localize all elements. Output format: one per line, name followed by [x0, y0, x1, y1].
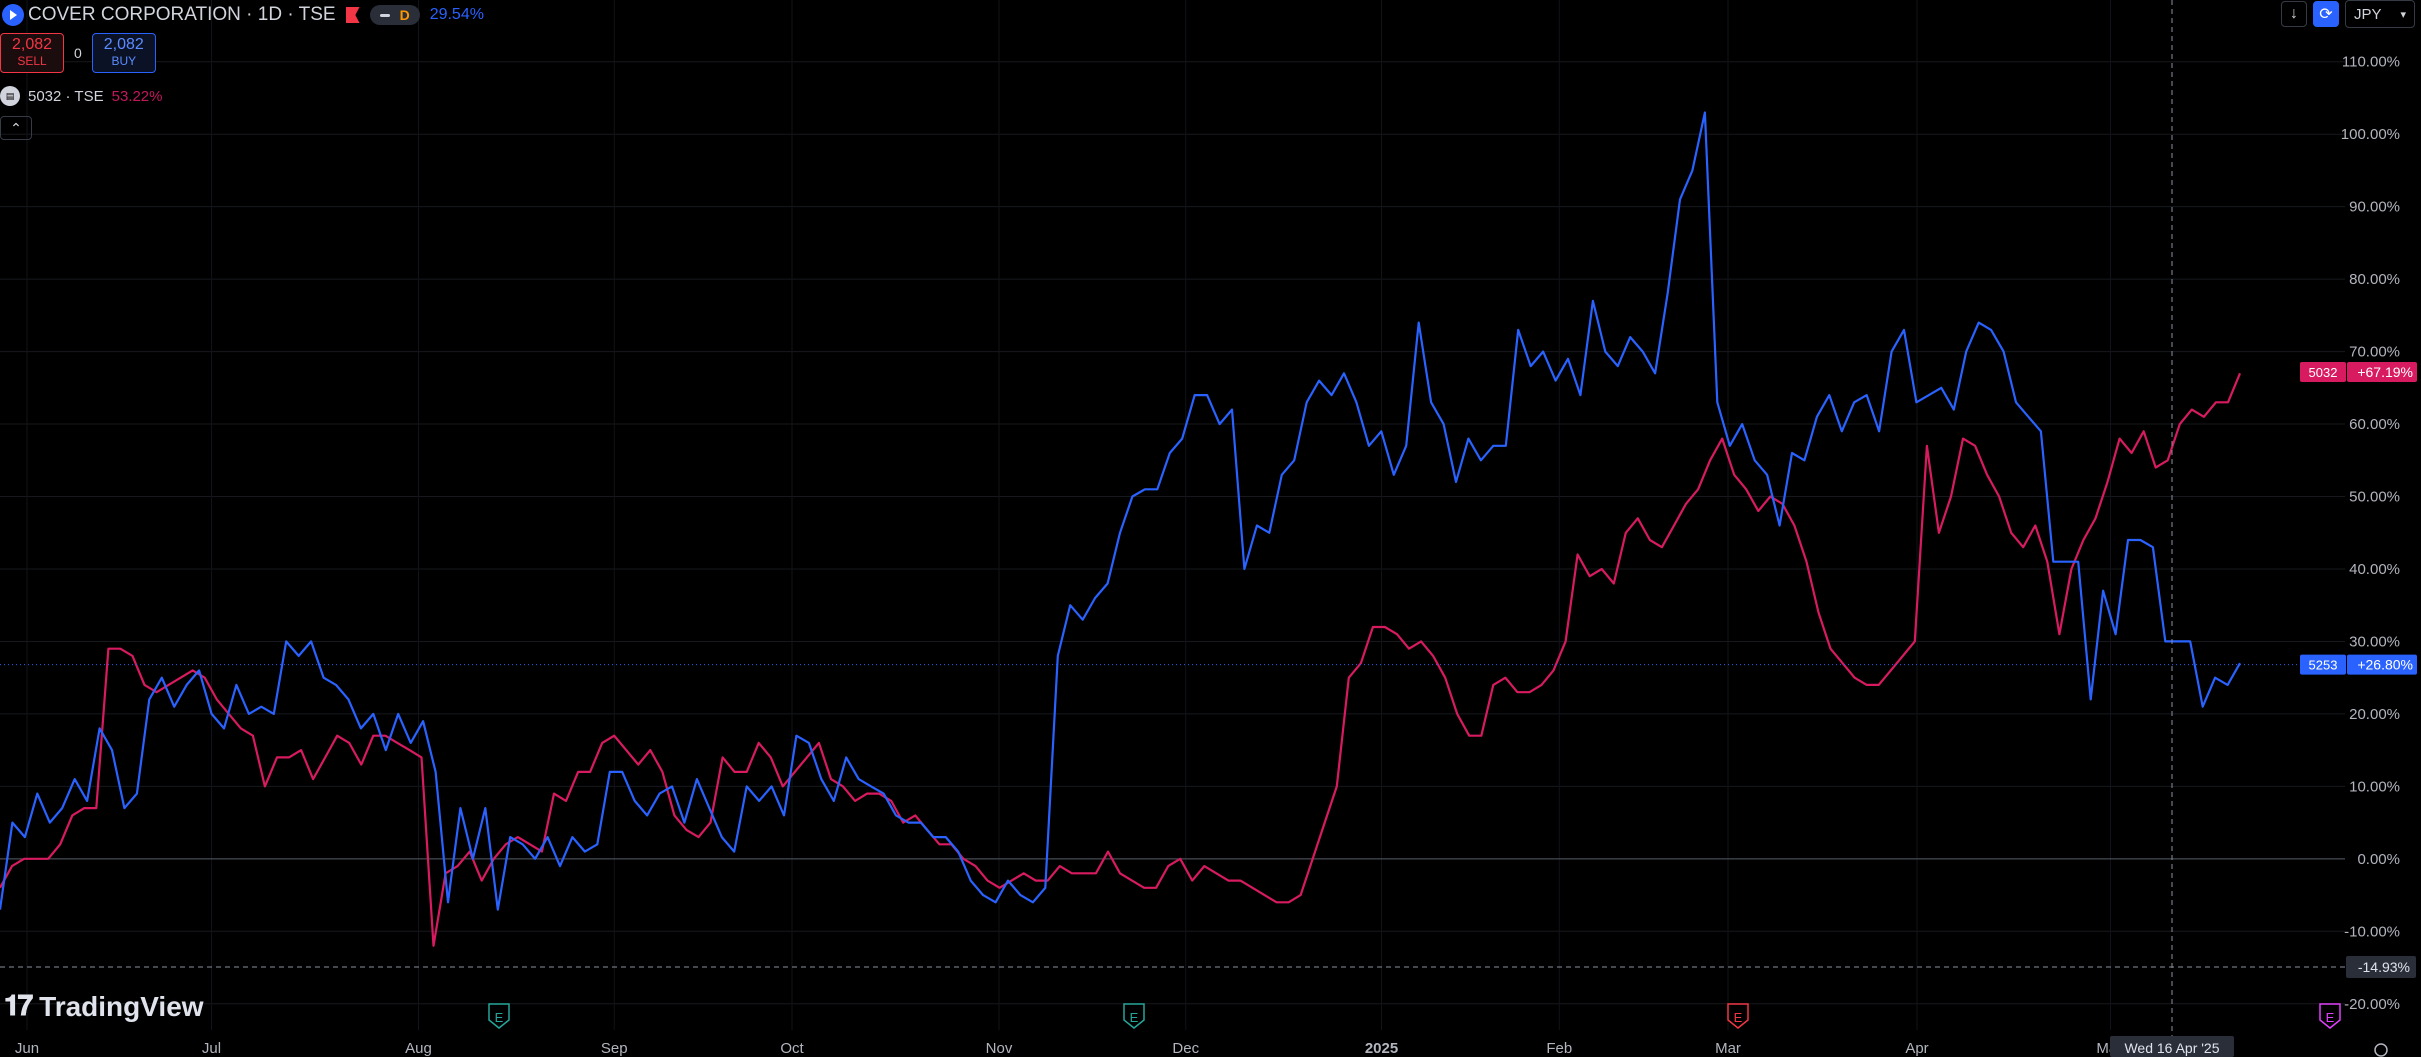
earnings-marker[interactable]: E — [488, 1003, 510, 1029]
x-tick-label: Apr — [1905, 1040, 1928, 1057]
interval-badge: D — [399, 7, 410, 23]
crosshair-value-bg — [2346, 956, 2416, 979]
arrow-down-icon: ↓ — [2290, 5, 2298, 22]
series-layer — [0, 111, 2345, 947]
earnings-marker-shape — [1727, 1003, 1749, 1029]
y-tick-label: -20.00% — [2344, 996, 2400, 1013]
currency-value: JPY — [2354, 5, 2382, 23]
y-tick-label: -10.00% — [2344, 923, 2400, 940]
series-line-5253 — [0, 111, 2241, 911]
interval-pill[interactable]: D — [369, 5, 420, 25]
currency-select[interactable]: JPY ▾ — [2345, 0, 2415, 28]
earnings-marker[interactable]: E — [1123, 1003, 1145, 1029]
earnings-marker-shape — [488, 1003, 510, 1029]
minus-icon — [379, 13, 390, 17]
earnings-marker-label: E — [1130, 1010, 1139, 1025]
y-tick-label: 10.00% — [2349, 778, 2400, 795]
series-tag-value: +67.19% — [2357, 364, 2413, 380]
flag-icon[interactable] — [345, 7, 360, 23]
chevron-down-icon: ▾ — [2400, 8, 2406, 21]
sell-button[interactable]: 2,082 SELL — [0, 33, 64, 73]
compare-legend[interactable]: ▤ 5032 · TSE 53.22% — [0, 86, 162, 106]
sell-price: 2,082 — [11, 36, 53, 53]
x-tick-label: Mar — [1715, 1040, 1741, 1057]
series-tag-5253: 5253 +26.80% — [2300, 654, 2417, 675]
buy-label: BUY — [111, 54, 137, 68]
download-button[interactable]: ↓ — [2281, 1, 2307, 27]
compare-symbol-icon: ▤ — [0, 86, 20, 106]
x-tick-label: Nov — [986, 1040, 1013, 1057]
y-tick-label: 40.00% — [2349, 561, 2400, 578]
series-tag-name-bg — [2300, 361, 2346, 382]
earnings-marker[interactable]: E — [2319, 1003, 2341, 1029]
y-tick-label: 60.00% — [2349, 416, 2400, 433]
y-tick-label: 90.00% — [2349, 199, 2400, 216]
gear-icon[interactable] — [2374, 1043, 2388, 1057]
crosshair-value-label: -14.93% — [2358, 959, 2410, 975]
series-tag-value-bg — [2347, 361, 2417, 382]
series-tag-name: 5253 — [2309, 658, 2338, 673]
y-tick-label: 80.00% — [2349, 271, 2400, 288]
y-tick-label: 50.00% — [2349, 489, 2400, 506]
series-tag-5032: 5032 +67.19% — [2300, 361, 2417, 382]
sync-button[interactable]: ⟳ — [2313, 1, 2339, 27]
y-tick-label: 110.00% — [2342, 54, 2400, 71]
tradingview-logo-icon: 𝟏𝟕 — [4, 990, 33, 1021]
earnings-marker-label: E — [1734, 1010, 1743, 1025]
spread-value: 0 — [74, 45, 82, 61]
x-tick-label: Oct — [780, 1040, 804, 1057]
sync-icon: ⟳ — [2319, 6, 2333, 23]
y-tick-label: 20.00% — [2349, 706, 2400, 723]
series-tag-name: 5032 — [2309, 365, 2338, 380]
x-tick-label: Sep — [601, 1040, 628, 1057]
chevron-up-icon: ⌃ — [10, 119, 22, 136]
x-tick-label: Aug — [405, 1040, 432, 1057]
series-tag-value-bg — [2347, 654, 2417, 675]
y-tick-label: 0.00% — [2357, 851, 2400, 868]
earnings-marker-label: E — [2326, 1010, 2335, 1025]
y-axis: 110.00% 100.00% 90.00% 80.00% 70.00% 60.00% 50… — [2300, 54, 2417, 1013]
compare-symbol: 5032 · TSE — [28, 87, 104, 105]
y-tick-label: 100.00% — [2341, 126, 2400, 143]
play-icon[interactable] — [2, 4, 24, 26]
chart-grid — [0, 0, 2345, 1030]
top-right-toolbar: ↓ ⟳ JPY ▾ — [2281, 0, 2421, 28]
earnings-marker[interactable]: E — [1727, 1003, 1749, 1029]
x-tick-label: 2025 — [1365, 1040, 1398, 1057]
x-tick-label: Jul — [202, 1040, 221, 1057]
crosshair-date-label: Wed 16 Apr '25 — [2124, 1040, 2219, 1056]
sell-label: SELL — [17, 54, 47, 68]
x-tick-label: Jun — [15, 1040, 39, 1057]
tradingview-logo[interactable]: 𝟏𝟕 TradingView — [4, 990, 204, 1023]
compare-change-pct: 53.22% — [111, 87, 163, 105]
crosshair-date-bg — [2110, 1036, 2234, 1057]
earnings-marker-shape — [1123, 1003, 1145, 1029]
symbol-title[interactable]: COVER CORPORATION · 1D · TSE — [28, 4, 336, 25]
series-tag-name-bg — [2300, 654, 2346, 675]
y-tick-label: 70.00% — [2349, 344, 2400, 361]
series-line-5032 — [0, 372, 2242, 947]
tradingview-logo-text: TradingView — [39, 990, 204, 1022]
series-tag-value: +26.80% — [2357, 657, 2413, 673]
buy-button[interactable]: 2,082 BUY — [91, 33, 156, 73]
x-tick-label: Feb — [1546, 1040, 1572, 1057]
header-change-pct: 29.54% — [429, 6, 484, 23]
trade-panel: 2,082 SELL 0 2,082 BUY — [0, 33, 156, 73]
x-axis: JunJulAugSepOctNovDec2025FebMarAprMay — [15, 1040, 2125, 1057]
earnings-marker-shape — [2319, 1003, 2341, 1029]
chart-header: COVER CORPORATION · 1D · TSE D 29.54% — [0, 0, 484, 30]
buy-price: 2,082 — [103, 36, 144, 53]
x-tick-label: Dec — [1172, 1040, 1199, 1057]
collapse-legend-button[interactable]: ⌃ — [0, 116, 32, 140]
earnings-marker-label: E — [495, 1010, 504, 1025]
y-tick-label: 30.00% — [2349, 633, 2400, 650]
